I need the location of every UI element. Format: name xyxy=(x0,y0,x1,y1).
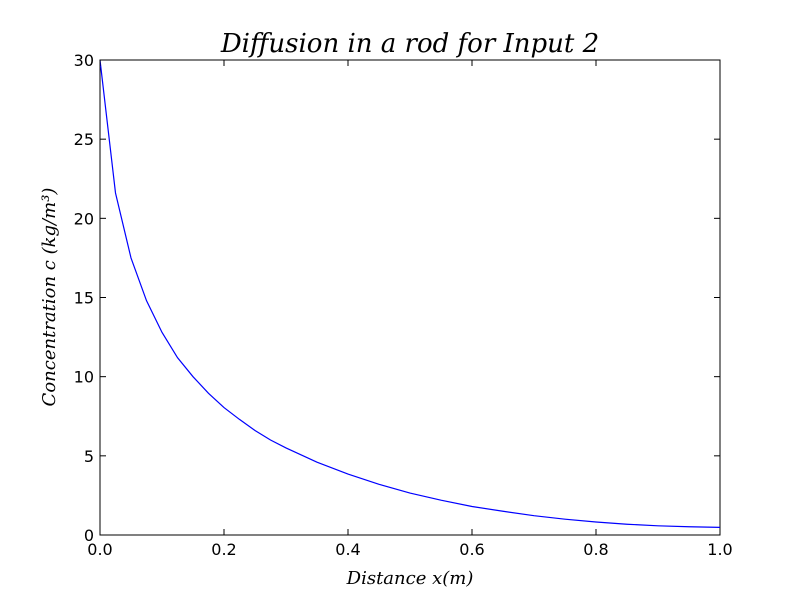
y-tick-label: 15 xyxy=(74,289,94,308)
x-tick-label: 0.8 xyxy=(583,540,608,559)
y-axis: 0 5 10 15 20 25 30 xyxy=(74,51,720,545)
x-tick-label: 0.4 xyxy=(335,540,360,559)
y-tick-label: 5 xyxy=(84,447,94,466)
y-tick-label: 0 xyxy=(84,526,94,545)
x-tick-label: 0.6 xyxy=(459,540,484,559)
x-tick-label: 0.2 xyxy=(211,540,236,559)
y-tick-label: 25 xyxy=(74,130,94,149)
plot-area xyxy=(99,59,721,536)
x-axis-label: Distance x(m) xyxy=(346,568,474,589)
y-axis-label: Concentration c (kg/m³) xyxy=(39,188,60,407)
chart-title: Diffusion in a rod for Input 2 xyxy=(220,29,599,59)
x-axis: 0.0 0.2 0.4 0.6 0.8 1.0 xyxy=(87,60,733,559)
series-layer xyxy=(99,59,721,528)
x-tick-label: 0.0 xyxy=(87,540,112,559)
series-line-0 xyxy=(99,59,721,528)
y-tick-label: 20 xyxy=(74,209,94,228)
x-tick-label: 1.0 xyxy=(707,540,732,559)
y-tick-label: 10 xyxy=(74,368,94,387)
y-tick-label: 30 xyxy=(74,51,94,70)
